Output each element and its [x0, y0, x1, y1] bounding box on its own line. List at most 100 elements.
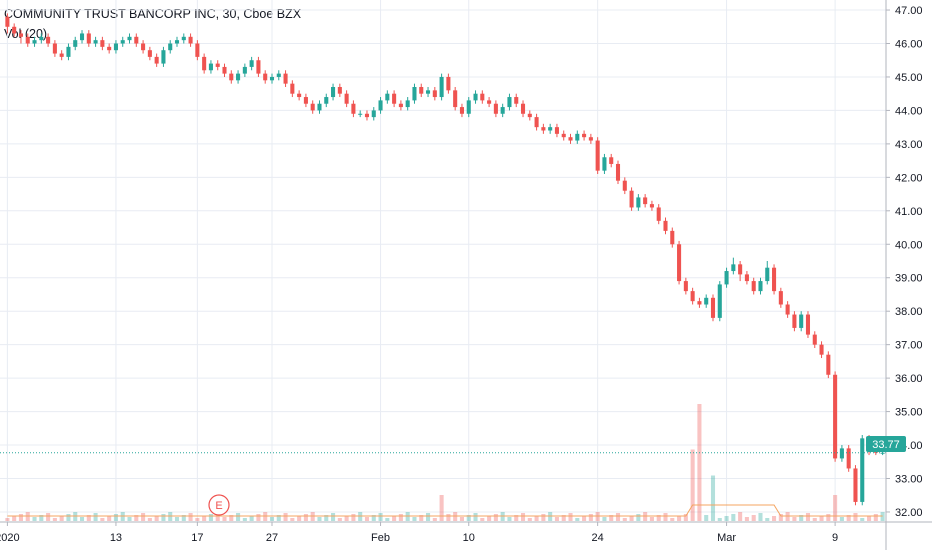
candle-body [86, 33, 91, 44]
candle-body [229, 73, 234, 81]
candle-body [12, 26, 17, 34]
candle-body [358, 113, 363, 115]
y-tick-label: 33.00 [895, 474, 923, 486]
volume-bar [202, 516, 207, 521]
volume-bar [242, 518, 247, 521]
candle-body [426, 90, 431, 94]
volume-bar [276, 515, 281, 521]
candle-body [541, 127, 546, 131]
volume-bar [480, 518, 485, 521]
x-tick-label: 2020 [0, 532, 20, 544]
candle-body [52, 43, 57, 54]
candle-body [534, 117, 539, 128]
time-axis[interactable]: 2020 13 17 27 Feb 10 24 Mar 9 [0, 522, 838, 544]
candle-body [276, 73, 281, 77]
candle-body [473, 93, 478, 101]
candle-body [778, 291, 783, 305]
candle-body [683, 281, 688, 292]
volume-bar [364, 517, 370, 521]
volume-bar [161, 514, 166, 521]
candle-body [419, 87, 424, 94]
candle-body [507, 97, 512, 108]
candle-body [147, 50, 152, 57]
volume-bar [554, 517, 559, 521]
candle-body [127, 36, 132, 41]
y-tick-label: 47.00 [895, 5, 923, 17]
volume-bar [283, 513, 288, 521]
candle-body [609, 157, 614, 164]
candle-body [290, 83, 295, 94]
candle-body [141, 43, 146, 51]
candle-body [643, 197, 648, 205]
candle-body [18, 33, 23, 37]
candle-body [765, 267, 770, 282]
candle-body [432, 90, 437, 98]
volume-bar [236, 513, 241, 521]
volume-bar [622, 518, 627, 521]
last-price-value: 33.77 [872, 439, 900, 451]
volume-bar [174, 517, 180, 521]
volume-bar [724, 516, 729, 521]
volume-bar [79, 517, 85, 521]
candle-body [833, 374, 838, 459]
volume-bar [609, 515, 614, 521]
x-tick-label: 9 [832, 532, 838, 544]
candle-body [405, 100, 410, 108]
candle-body [819, 344, 824, 355]
candle-body [493, 103, 498, 114]
candle-body [595, 140, 600, 171]
candle-body [561, 133, 566, 138]
volume-bar [222, 517, 227, 521]
candle-body [527, 113, 532, 118]
volume-bar [127, 517, 132, 521]
volume-bar [256, 514, 261, 521]
candle-body [697, 301, 702, 305]
volume-bar [663, 513, 668, 521]
candle-body [453, 90, 458, 108]
volume-bar [12, 516, 17, 521]
candle-body [113, 43, 118, 51]
volume-bar [269, 517, 275, 521]
volume-bar [487, 516, 492, 521]
candle-body [134, 36, 139, 44]
volume-bar [134, 515, 139, 521]
last-price-badge: 33.77 [866, 436, 906, 452]
volume-bar [514, 515, 519, 521]
volume-bar [46, 513, 51, 521]
candle-body [860, 438, 865, 502]
volume-bar [738, 512, 743, 521]
volume-bar [392, 516, 397, 521]
candle-body [758, 281, 763, 292]
candle-body [656, 207, 661, 221]
volume-bar [493, 514, 498, 521]
candlestick-series[interactable] [5, 13, 885, 506]
candle-body [39, 36, 44, 41]
volume-bar [805, 513, 811, 521]
volume-bar [697, 404, 702, 521]
volume-bar [670, 518, 675, 521]
candle-body [174, 40, 180, 44]
candle-body [168, 43, 173, 51]
volume-bar [426, 513, 431, 521]
earnings-marker[interactable]: E [208, 494, 230, 516]
volume-bar [229, 515, 234, 521]
volume-bar [751, 515, 756, 521]
candle-body [100, 40, 105, 47]
candle-body [317, 103, 322, 111]
volume-bar [649, 517, 654, 521]
volume-bar [534, 516, 539, 521]
candle-body [690, 291, 695, 302]
candle-body [846, 448, 851, 469]
candle-body [731, 264, 736, 272]
y-tick-label: 45.00 [895, 72, 923, 84]
candle-body [751, 281, 756, 292]
volume-bar [419, 515, 424, 521]
candle-body [59, 53, 64, 57]
candle-body [629, 190, 634, 208]
candle-body [554, 127, 559, 134]
candle-body [303, 97, 308, 104]
volume-bar [561, 515, 566, 521]
candle-body [181, 36, 186, 41]
